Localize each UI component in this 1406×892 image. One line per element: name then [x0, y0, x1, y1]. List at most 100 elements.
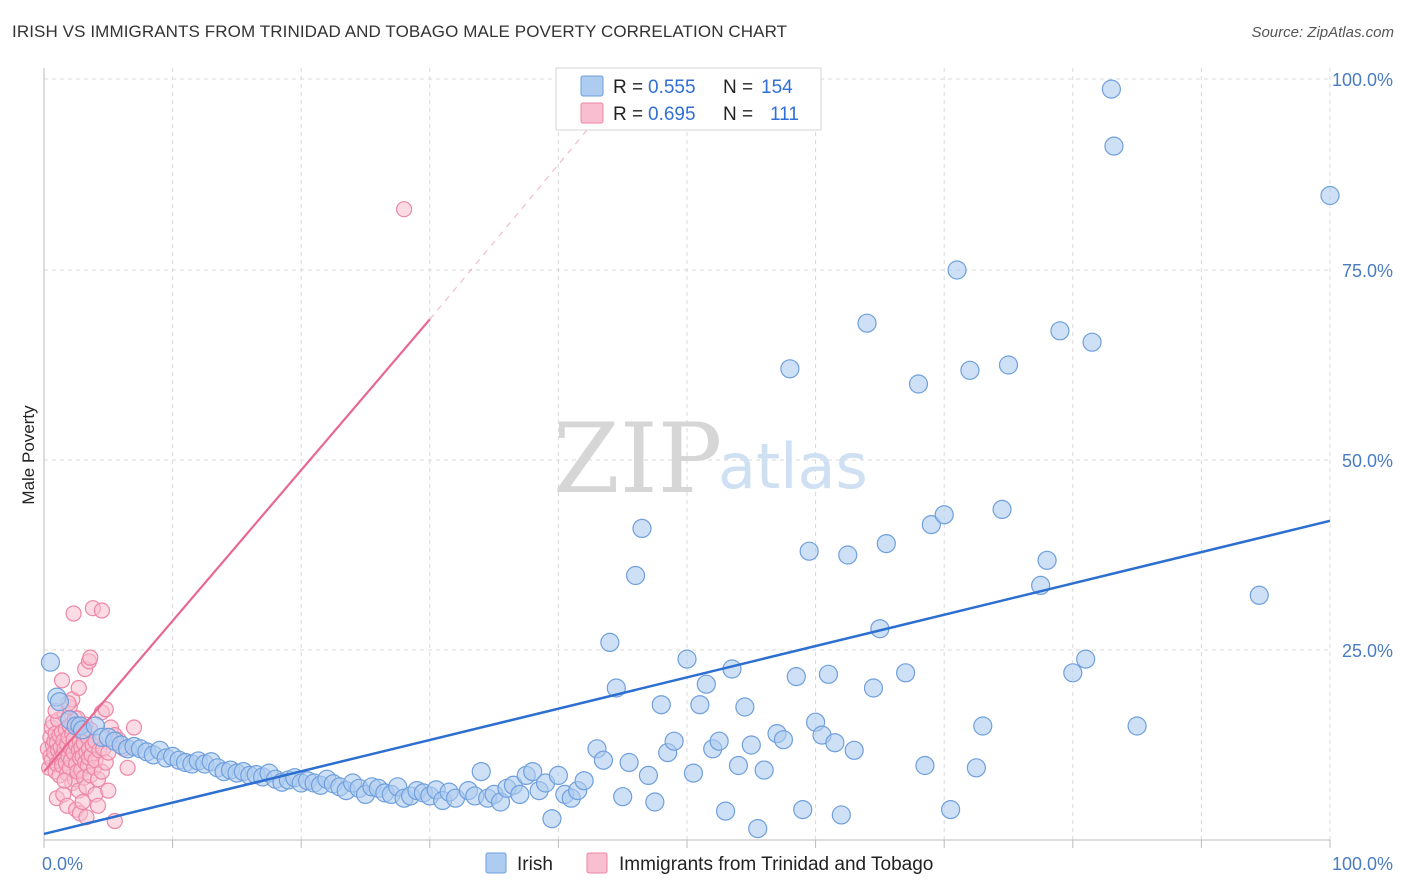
irish-point [998, 355, 1019, 375]
irish-point [651, 695, 671, 715]
tt-point [89, 797, 107, 814]
irish-point [1050, 321, 1070, 341]
irish-point [947, 260, 967, 280]
bottom-legend-label-irish: Irish [517, 854, 553, 875]
irish-point [600, 632, 620, 653]
irish-point [613, 787, 633, 807]
irish-point [677, 649, 697, 669]
irish-point [825, 733, 845, 753]
tt-point [65, 605, 82, 622]
irish-point [1127, 716, 1147, 736]
tt-point [74, 793, 91, 811]
tick-labels-layer: 25.0% 50.0% 75.0% 100.0% 0.0% 100.0% [42, 70, 1393, 874]
watermark: ZIP atlas [553, 403, 868, 515]
tt-point [56, 772, 73, 789]
axes-layer [43, 68, 1331, 848]
irish-point [780, 359, 800, 379]
trend-lines-layer [43, 117, 1331, 836]
irish-point [831, 805, 851, 825]
legend-n-value-irish: 154 [761, 77, 793, 98]
irish-point [690, 695, 710, 715]
irish-point [992, 499, 1012, 519]
irish-point [844, 740, 864, 760]
source-credit: Source: ZipAtlas.com [1251, 24, 1394, 41]
irish-point [793, 799, 813, 820]
irish-point [748, 818, 768, 839]
tt-point [70, 679, 87, 697]
legend-n-value-tt: 111 [770, 104, 799, 125]
irish-point [696, 674, 716, 694]
irish-point [593, 750, 614, 770]
irish-point [1037, 550, 1057, 570]
irish-point [683, 763, 704, 783]
irish-point [510, 784, 530, 805]
tt-point [53, 672, 71, 689]
y-axis-label: Male Poverty [19, 405, 38, 505]
tt-point [82, 649, 99, 666]
irish-point [542, 809, 562, 829]
tt-point [100, 782, 117, 799]
irish-point [49, 692, 70, 712]
irish-point [973, 716, 993, 736]
irish-point [799, 541, 819, 561]
irish-point [40, 652, 61, 672]
irish-point [664, 731, 684, 751]
irish-point [638, 765, 659, 786]
bottom-legend-swatch-irish [485, 852, 507, 874]
irish-point [966, 758, 986, 778]
irish-point [863, 678, 884, 698]
irish-point [1101, 79, 1121, 99]
irish-point [1249, 585, 1269, 605]
irish-trend-line [43, 519, 1331, 836]
legend-r-label-tt: R = [613, 104, 643, 125]
irish-point [574, 771, 594, 791]
legend-swatch-tt [580, 102, 604, 124]
irish-point [786, 666, 806, 687]
irish-point [960, 360, 980, 380]
irish-points-layer [40, 79, 1340, 839]
y-tick-label: 25.0% [1342, 641, 1393, 661]
irish-point [715, 801, 736, 821]
irish-point [741, 735, 761, 755]
correlation-legend: R = 0.555 N = 154 R = 0.695 N = 111 [555, 67, 822, 131]
tt-point [93, 602, 110, 619]
bottom-legend-label-tt: Immigrants from Trinidad and Tobago [619, 854, 933, 875]
x-tick-label: 0.0% [42, 854, 83, 874]
series-legend: Irish Immigrants from Trinidad and Tobag… [485, 852, 933, 875]
irish-point [619, 752, 639, 773]
irish-point [838, 545, 858, 565]
irish-point [896, 663, 916, 683]
irish-point [915, 755, 935, 776]
tt-point [125, 719, 143, 736]
watermark-zip: ZIP [553, 403, 722, 515]
legend-n-label-irish: N = [723, 77, 753, 98]
irish-point [857, 313, 877, 333]
irish-point [523, 761, 543, 782]
irish-point [773, 730, 794, 750]
irish-point [908, 374, 929, 394]
irish-point [1320, 185, 1340, 206]
y-tick-label: 50.0% [1342, 451, 1393, 471]
irish-point [754, 760, 774, 780]
x-tick-label: 100.0% [1332, 854, 1393, 874]
irish-point [471, 761, 491, 782]
legend-r-value-tt: 0.695 [648, 104, 696, 125]
legend-n-label-tt: N = [723, 104, 753, 125]
irish-point [548, 765, 569, 786]
irish-point [818, 664, 839, 684]
irish-point [1063, 663, 1083, 683]
legend-swatch-irish [580, 75, 604, 97]
irish-point [921, 514, 941, 535]
irish-point [645, 792, 665, 812]
irish-point [941, 799, 961, 820]
irish-point [632, 518, 652, 539]
bottom-legend-swatch-tt [586, 852, 608, 874]
tt-trend-extension [429, 117, 598, 320]
chart-title: IRISH VS IMMIGRANTS FROM TRINIDAD AND TO… [12, 22, 788, 41]
irish-point [1082, 332, 1102, 352]
legend-r-label-irish: R = [613, 77, 643, 98]
irish-point [735, 697, 755, 717]
tt-point [395, 201, 413, 218]
y-tick-label: 75.0% [1342, 261, 1393, 281]
